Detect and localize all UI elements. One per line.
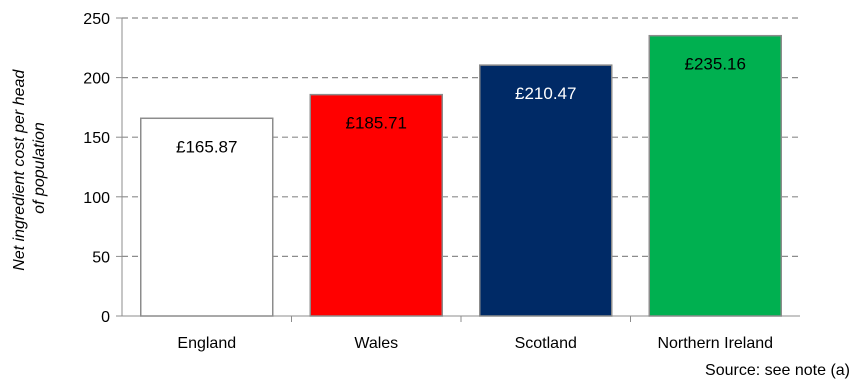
source-note: Source: see note (a) (705, 362, 850, 379)
y-tick-label: 0 (101, 309, 110, 326)
axes (116, 17, 800, 322)
data-label: £165.87 (176, 137, 237, 156)
y-tick-label: 100 (83, 190, 110, 207)
bar-england (140, 117, 274, 317)
y-tick-label: 250 (83, 11, 110, 28)
x-tick-label: England (177, 335, 236, 352)
y-tick-labels: 0 50 100 150 200 250 (83, 11, 110, 326)
y-tick-label: 150 (83, 130, 110, 147)
bar-wales (309, 93, 443, 317)
bar-northern-ireland (648, 34, 782, 317)
bars (140, 34, 782, 317)
y-axis-label-line-1: Net ingredient cost per head (11, 69, 28, 271)
bar-scotland (479, 64, 613, 317)
data-labels: £165.87 £185.71 £210.47 £235.16 (176, 55, 746, 157)
x-tick-labels: England Wales Scotland Northern Ireland (177, 335, 773, 352)
y-tick-label: 200 (83, 71, 110, 88)
data-label: £235.16 (685, 55, 746, 74)
y-axis-label-line-2: of population (31, 122, 48, 214)
y-axis-label: Net ingredient cost per head of populati… (11, 65, 48, 270)
x-tick-label: Northern Ireland (657, 335, 773, 352)
y-tick-label: 50 (92, 249, 110, 266)
data-label: £210.47 (515, 84, 576, 103)
x-tick-label: Wales (354, 335, 398, 352)
x-tick-label: Scotland (515, 335, 577, 352)
data-label: £185.71 (346, 114, 407, 133)
